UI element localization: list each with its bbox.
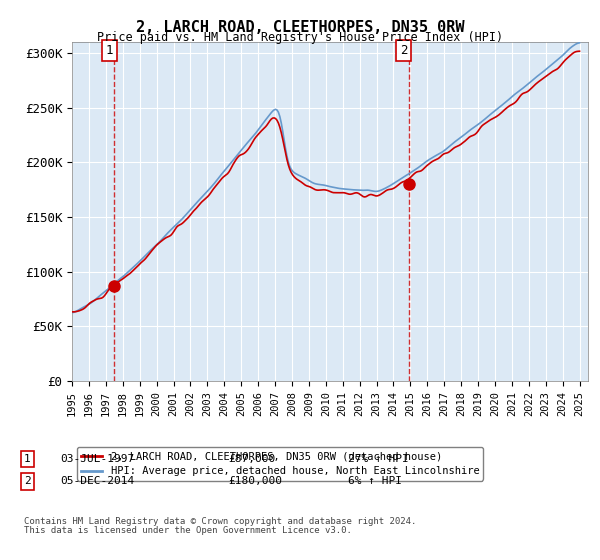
- Text: £180,000: £180,000: [228, 477, 282, 487]
- Text: 03-JUL-1997: 03-JUL-1997: [60, 454, 134, 464]
- Text: This data is licensed under the Open Government Licence v3.0.: This data is licensed under the Open Gov…: [24, 526, 352, 535]
- Text: £87,000: £87,000: [228, 454, 275, 464]
- Text: 05-DEC-2014: 05-DEC-2014: [60, 477, 134, 487]
- Text: 2, LARCH ROAD, CLEETHORPES, DN35 0RW: 2, LARCH ROAD, CLEETHORPES, DN35 0RW: [136, 20, 464, 35]
- Text: Price paid vs. HM Land Registry's House Price Index (HPI): Price paid vs. HM Land Registry's House …: [97, 31, 503, 44]
- Text: 1: 1: [24, 454, 31, 464]
- Text: Contains HM Land Registry data © Crown copyright and database right 2024.: Contains HM Land Registry data © Crown c…: [24, 516, 416, 526]
- Text: 6% ↑ HPI: 6% ↑ HPI: [348, 477, 402, 487]
- Text: 2: 2: [24, 477, 31, 487]
- Text: 27% ↑ HPI: 27% ↑ HPI: [348, 454, 409, 464]
- Text: 1: 1: [106, 44, 113, 57]
- Text: 2: 2: [400, 44, 407, 57]
- Legend: 2, LARCH ROAD, CLEETHORPES, DN35 0RW (detached house), HPI: Average price, detac: 2, LARCH ROAD, CLEETHORPES, DN35 0RW (de…: [77, 447, 484, 480]
